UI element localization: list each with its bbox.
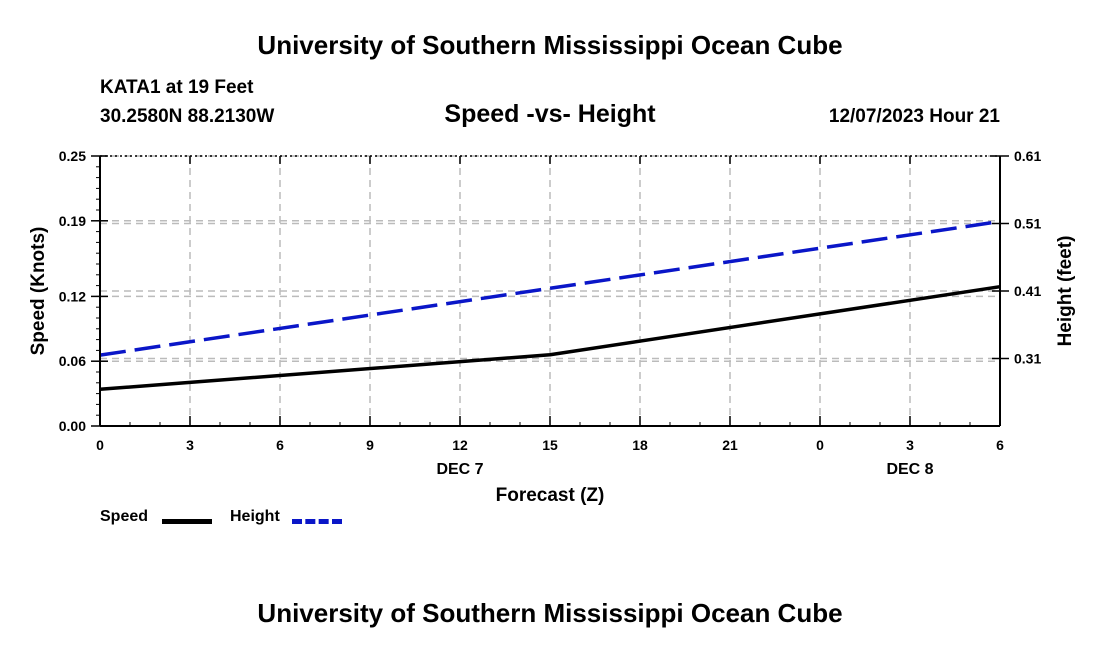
- legend-label-speed: Speed: [100, 508, 149, 525]
- legend-item-height: Height: [230, 508, 280, 526]
- y-tick-label: 0.00: [59, 418, 86, 434]
- series-line-height: [99, 219, 1001, 357]
- series-line-speed: [99, 284, 1001, 392]
- legend-swatch-height: [292, 519, 342, 524]
- x-tick-label: 9: [366, 437, 374, 453]
- x-tick-label: 18: [632, 437, 648, 453]
- y-tick-label: 0.06: [59, 353, 86, 369]
- x-tick-label: 6: [276, 437, 284, 453]
- y2-axis-title: Height (feet): [1055, 236, 1076, 347]
- x-axis-title: Forecast (Z): [496, 485, 605, 506]
- x-date-label: DEC 8: [886, 461, 933, 478]
- legend-label-height: Height: [230, 508, 280, 525]
- forecast-datetime: 12/07/2023 Hour 21: [828, 106, 1000, 127]
- y-tick-label: 0.12: [59, 288, 86, 304]
- x-tick-label: 21: [722, 437, 738, 453]
- x-tick-label: 0: [816, 437, 824, 453]
- x-tick-label: 6: [996, 437, 1004, 453]
- x-date-label: DEC 7: [436, 461, 483, 478]
- y-axis-title: Speed (Knots): [28, 227, 49, 356]
- legend-item-speed: Speed: [100, 508, 148, 526]
- x-tick-label: 15: [542, 437, 558, 453]
- station-coordinates: 30.2580N 88.2130W: [100, 106, 275, 127]
- footer-title: University of Southern Mississippi Ocean…: [257, 598, 843, 628]
- y-tick-label: 0.19: [59, 213, 86, 229]
- x-tick-label: 3: [906, 437, 914, 453]
- y2-tick-label: 0.51: [1014, 216, 1041, 232]
- x-tick-label: 0: [96, 437, 104, 453]
- station-label: KATA1 at 19 Feet: [100, 77, 254, 98]
- x-tick-label: 3: [186, 437, 194, 453]
- y-tick-label: 0.25: [59, 148, 86, 164]
- x-tick-label: 12: [452, 437, 468, 453]
- y2-tick-label: 0.41: [1014, 283, 1041, 299]
- chart-subtitle: Speed -vs- Height: [444, 100, 656, 128]
- y2-tick-label: 0.31: [1014, 351, 1041, 367]
- y2-tick-label: 0.61: [1014, 148, 1041, 164]
- page-title: University of Southern Mississippi Ocean…: [257, 30, 843, 60]
- legend-swatch-speed: [162, 519, 212, 524]
